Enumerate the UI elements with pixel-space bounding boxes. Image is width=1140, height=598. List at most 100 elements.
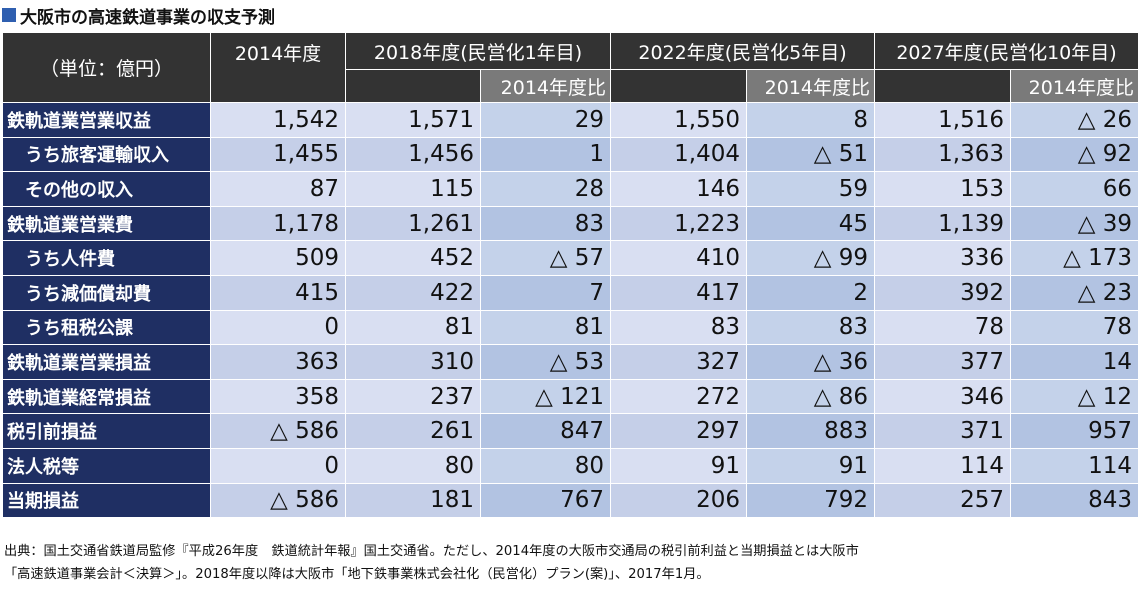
table-cell: 377 (874, 344, 1011, 380)
row-label: 法人税等 (2, 447, 211, 484)
table-cell: 14 (1009, 344, 1140, 380)
table-cell: 146 (610, 171, 747, 207)
table-cell: 415 (210, 274, 346, 311)
table-cell: 114 (874, 447, 1011, 484)
row-label: 鉄軌道業営業損益 (2, 344, 211, 380)
table-cell: 957 (1009, 413, 1140, 449)
row-label: うち人件費 (2, 240, 211, 276)
table-cell: 45 (746, 205, 875, 242)
table-row: 税引前損益 △ 586 261 847 297 883 371 957 (2, 413, 1140, 449)
table-cell: △ 57 (480, 240, 611, 276)
table-cell: 153 (874, 171, 1011, 207)
table-cell: 257 (874, 482, 1011, 519)
table-cell: 87 (210, 171, 346, 207)
table-cell: 363 (210, 344, 346, 380)
table-cell: 81 (480, 309, 611, 346)
table-cell: 1,261 (345, 205, 481, 242)
subheader-row: 2014年度比 2014年度比 2014年度比 (3, 69, 1140, 103)
table-cell: △ 36 (746, 344, 875, 380)
table-row: うち減価償却費 415 422 7 417 2 392 △ 23 (2, 274, 1140, 311)
table-cell: 272 (610, 378, 747, 415)
table-cell: 1,456 (345, 136, 481, 173)
table-cell: 422 (345, 274, 481, 311)
table-cell: 310 (345, 344, 481, 380)
table-cell: △ 173 (1009, 240, 1140, 276)
table-cell: 1,571 (345, 102, 481, 138)
row-label: うち減価償却費 (2, 274, 211, 311)
table-cell: △ 51 (746, 136, 875, 173)
table-cell: 346 (874, 378, 1011, 415)
table-cell: △ 92 (1009, 136, 1140, 173)
table-cell: 847 (480, 413, 611, 449)
table-cell: 237 (345, 378, 481, 415)
table-cell: 843 (1009, 482, 1140, 519)
table-cell: 1 (480, 136, 611, 173)
table-cell: △ 99 (746, 240, 875, 276)
table-cell: 206 (610, 482, 747, 519)
table-cell: △ 586 (210, 413, 346, 449)
source-note-line-2: 「高速鉄道事業会計＜決算＞」。2018年度以降は大阪市「地下鉄事業株式会社化（民… (4, 567, 710, 582)
table-cell: 1,139 (874, 205, 1011, 242)
row-label: 当期損益 (2, 482, 211, 519)
table-row: 当期損益 △ 586 181 767 206 792 257 843 (2, 482, 1140, 519)
table-cell: 66 (1009, 171, 1140, 207)
compare-header-2018: 2014年度比 (480, 69, 611, 103)
table-row: その他の収入 87 115 28 146 59 153 66 (2, 171, 1140, 207)
table-cell: 91 (746, 447, 875, 484)
row-label: その他の収入 (2, 171, 211, 207)
row-label: うち租税公課 (2, 309, 211, 346)
source-note: 出典：国土交通省鉄道局監修『平成26年度 鉄道統計年報』国土交通省。ただし、20… (4, 540, 1136, 586)
table-cell: 2 (746, 274, 875, 311)
table-cell: 767 (480, 482, 611, 519)
table-cell: 371 (874, 413, 1011, 449)
table-cell: 83 (610, 309, 747, 346)
table-cell: △ 12 (1009, 378, 1140, 415)
table-row: うち租税公課 0 81 81 83 83 78 78 (2, 309, 1140, 346)
table-cell: △ 121 (480, 378, 611, 415)
table-cell: 28 (480, 171, 611, 207)
table-cell: 1,550 (610, 102, 747, 138)
table-cell: 358 (210, 378, 346, 415)
table-cell: 114 (1009, 447, 1140, 484)
table-cell: △ 26 (1009, 102, 1140, 138)
forecast-table: （単位：億円） 2014年度 2018年度(民営化1年目) 2022年度(民営化… (2, 32, 1140, 519)
table-cell: 8 (746, 102, 875, 138)
row-label: 税引前損益 (2, 413, 211, 449)
table-cell: 392 (874, 274, 1011, 311)
table-cell: 1,404 (610, 136, 747, 173)
row-label: うち旅客運輸収入 (2, 136, 211, 173)
table-cell: 410 (610, 240, 747, 276)
row-label: 鉄軌道業経常損益 (2, 378, 211, 415)
table-cell: △ 53 (480, 344, 611, 380)
column-header-2014: 2014年度 (210, 32, 346, 103)
table-cell: 78 (1009, 309, 1140, 346)
table-cell: 792 (746, 482, 875, 519)
table-cell: 91 (610, 447, 747, 484)
column-header-2018: 2018年度(民営化1年目) (345, 32, 611, 70)
table-cell: 81 (345, 309, 481, 346)
table-cell: 1,223 (610, 205, 747, 242)
table-cell: 1,455 (210, 136, 346, 173)
table-cell: 336 (874, 240, 1011, 276)
table-cell: 1,363 (874, 136, 1011, 173)
table-cell: 327 (610, 344, 747, 380)
table-cell: 78 (874, 309, 1011, 346)
title-text: 大阪市の高速鉄道事業の収支予測 (20, 7, 275, 28)
table-row: 鉄軌道業営業収益 1,542 1,571 29 1,550 8 1,516 △ … (2, 102, 1140, 138)
table-cell: 0 (210, 309, 346, 346)
table-cell: 80 (345, 447, 481, 484)
table-row: 鉄軌道業営業費 1,178 1,261 83 1,223 45 1,139 △ … (2, 205, 1140, 242)
table-cell: 59 (746, 171, 875, 207)
table-cell: △ 86 (746, 378, 875, 415)
compare-header-2027: 2014年度比 (1009, 69, 1140, 103)
table-cell: 83 (746, 309, 875, 346)
table-cell: 1,516 (874, 102, 1011, 138)
table-cell: 452 (345, 240, 481, 276)
subheader-blank (610, 69, 747, 103)
table-cell: △ 39 (1009, 205, 1140, 242)
table-cell: 297 (610, 413, 747, 449)
title-marker-icon (2, 8, 16, 22)
table-cell: 0 (210, 447, 346, 484)
table-cell: 29 (480, 102, 611, 138)
table-cell: 417 (610, 274, 747, 311)
